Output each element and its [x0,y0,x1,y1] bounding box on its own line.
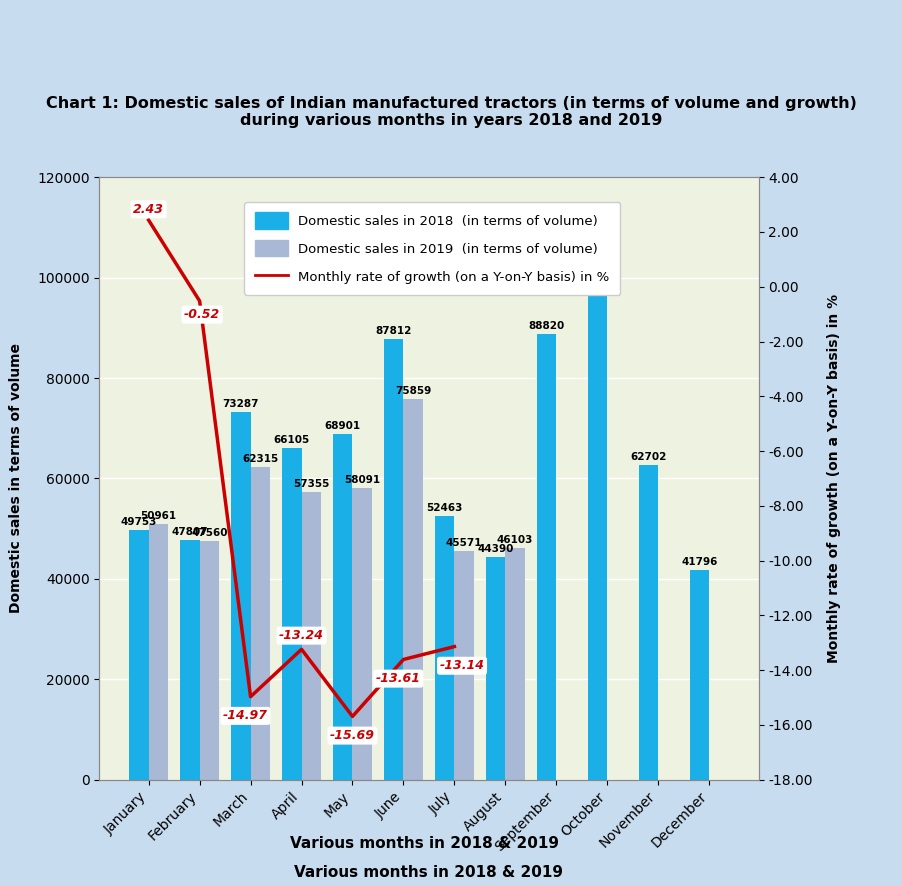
Bar [435,517,454,780]
Text: -13.14: -13.14 [439,659,484,672]
Text: 62315: 62315 [242,454,278,463]
X-axis label: Various months in 2018 & 2019: Various months in 2018 & 2019 [294,865,563,880]
Text: 88820: 88820 [528,321,564,330]
Text: 66105: 66105 [273,435,309,445]
Text: 45571: 45571 [446,538,482,548]
Text: -13.61: -13.61 [375,672,420,685]
Text: 87812: 87812 [375,326,411,336]
Bar [301,492,320,780]
Text: 58091: 58091 [344,475,380,485]
Text: 49753: 49753 [121,517,157,527]
Text: Chart 1: Domestic sales of Indian manufactured tractors (in terms of volume and : Chart 1: Domestic sales of Indian manufa… [46,96,856,111]
Legend: Domestic sales in 2018  (in terms of volume), Domestic sales in 2019  (in terms : Domestic sales in 2018 (in terms of volu… [244,202,620,295]
Bar [403,399,422,780]
Bar [689,570,708,780]
Text: -0.52: -0.52 [184,308,220,321]
Text: -15.69: -15.69 [329,729,374,742]
Text: 52463: 52463 [426,503,463,513]
Text: 112556: 112556 [575,201,619,212]
Text: 44390: 44390 [477,544,513,554]
Bar [587,214,607,780]
Text: -14.97: -14.97 [223,710,268,722]
Text: 47560: 47560 [191,528,227,538]
Text: during various months in years 2018 and 2019: during various months in years 2018 and … [240,113,662,128]
Text: 75859: 75859 [394,385,431,396]
Y-axis label: Domestic sales in terms of volume: Domestic sales in terms of volume [9,344,23,613]
Bar [149,524,168,780]
Text: 50961: 50961 [140,511,176,521]
Text: 46103: 46103 [496,535,533,545]
Bar [180,540,199,780]
Bar [281,447,301,780]
Bar [383,338,403,780]
Bar [333,434,352,780]
Bar [537,334,556,780]
Text: 57355: 57355 [293,478,329,489]
Bar [129,530,149,780]
Bar [505,548,524,780]
Text: -13.24: -13.24 [279,629,324,642]
Bar [250,467,270,780]
Bar [199,540,219,780]
Bar [352,488,372,780]
Text: 2.43: 2.43 [133,203,164,215]
Bar [231,412,250,780]
Text: 68901: 68901 [325,421,361,431]
Bar [638,465,658,780]
Text: 73287: 73287 [223,399,259,408]
Text: Various months in 2018 & 2019: Various months in 2018 & 2019 [290,835,558,851]
Bar [454,551,474,780]
Text: 47807: 47807 [171,526,208,537]
Bar [485,556,505,780]
Text: 41796: 41796 [681,556,717,567]
Y-axis label: Monthly rate of growth (on a Y-on-Y basis) in %: Monthly rate of growth (on a Y-on-Y basi… [825,294,840,663]
Text: 62702: 62702 [630,452,666,462]
